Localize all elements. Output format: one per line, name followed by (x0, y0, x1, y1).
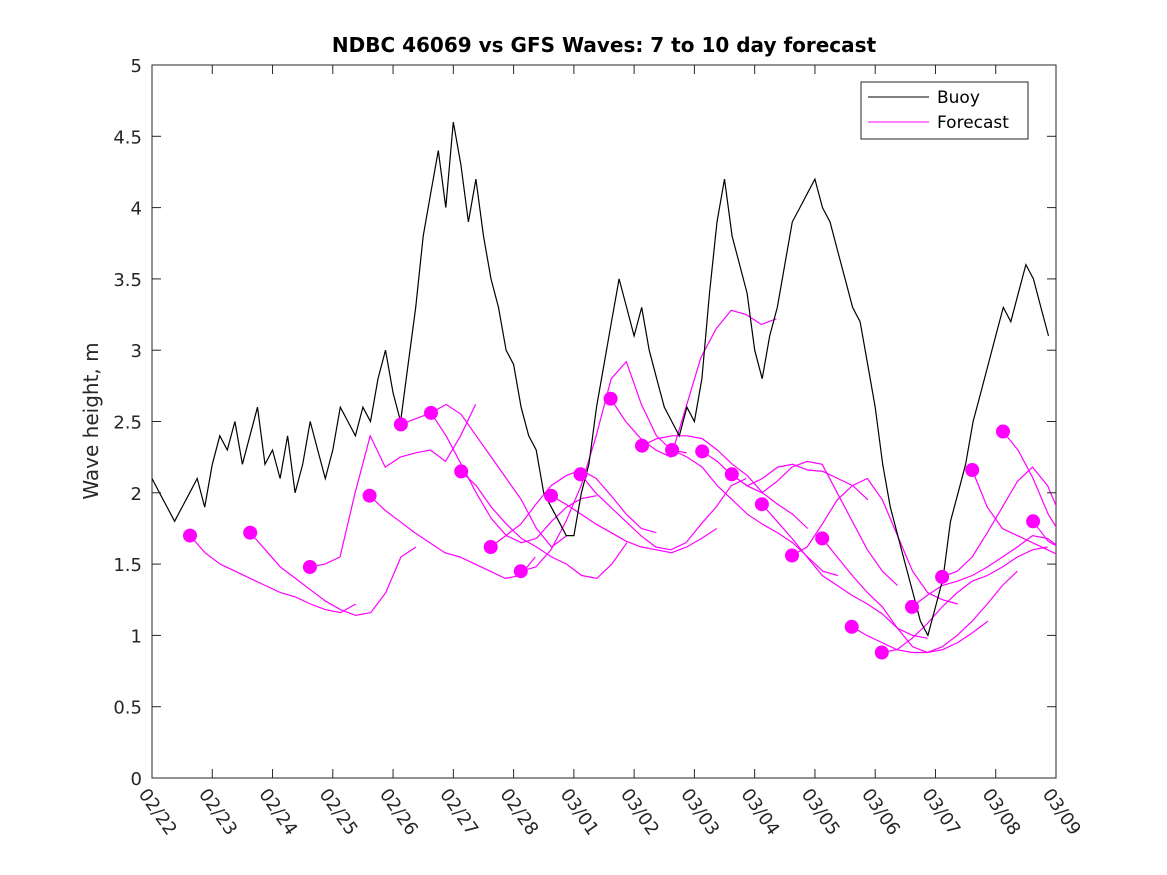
forecast-marker-14 (665, 443, 680, 457)
forecast-marker-16 (724, 467, 739, 482)
forecast-marker-2 (243, 525, 258, 540)
forecast-line-22 (911, 534, 1056, 608)
forecast-line-13 (641, 435, 809, 529)
y-tick-label: 5 (131, 56, 142, 77)
forecast-line-11 (580, 473, 747, 551)
forecast-line-16 (731, 460, 898, 586)
forecast-line-3 (309, 404, 477, 568)
forecast-marker-15 (695, 444, 710, 459)
forecast-marker-6 (424, 405, 438, 420)
y-axis-label: Wave height, m (79, 342, 103, 499)
forecast-line-23 (941, 466, 1056, 578)
forecast-marker-18 (785, 548, 799, 563)
forecast-marker-1 (183, 528, 197, 543)
forecast-marker-25 (996, 424, 1010, 439)
forecast-marker-11 (573, 467, 588, 482)
forecast-marker-9 (513, 564, 528, 579)
forecast-marker-22 (905, 599, 919, 614)
forecast-marker-17 (754, 497, 769, 512)
legend-box (860, 81, 1029, 140)
forecast-marker-12 (603, 391, 618, 406)
buoy-line (152, 121, 1050, 638)
forecast-marker-10 (544, 488, 558, 503)
forecast-marker-21 (874, 645, 889, 660)
forecast-line-8 (490, 469, 657, 548)
forecast-line-25 (1002, 431, 1056, 528)
forecast-line-21 (881, 546, 1048, 654)
legend-label-buoy: Buoy (937, 88, 980, 108)
forecast-line-20 (851, 570, 1018, 654)
plot-area (151, 64, 1057, 779)
y-tick-label: 1 (131, 626, 142, 647)
forecast-line-1 (189, 535, 356, 614)
forecast-marker-23 (935, 569, 950, 584)
forecast-marker-7 (454, 464, 469, 479)
y-tick-label: 1.5 (113, 555, 142, 576)
forecast-line-17 (761, 503, 928, 639)
y-tick-label: 2 (131, 484, 142, 505)
y-tick-label: 0.5 (113, 698, 142, 719)
forecast-line-12 (610, 309, 777, 458)
forecast-line-4 (369, 495, 536, 580)
forecast-marker-24 (965, 463, 980, 477)
y-tick-label: 0 (131, 769, 142, 790)
forecast-marker-20 (844, 619, 859, 634)
forecast-line-14 (671, 449, 838, 577)
forecast-marker-13 (635, 438, 649, 453)
forecast-marker-19 (815, 531, 830, 546)
forecast-line-19 (821, 538, 989, 654)
forecast-marker-3 (302, 560, 317, 574)
chart-title: NDBC 46069 vs GFS Waves: 7 to 10 day for… (332, 33, 877, 57)
forecast-marker-26 (1026, 514, 1041, 529)
forecast-line-7 (460, 470, 628, 580)
forecast-marker-4 (362, 488, 377, 503)
series-layer (152, 121, 1056, 660)
y-tick-label: 3 (131, 341, 142, 362)
legend: Buoy Forecast (860, 81, 1029, 140)
y-axis: 0 0.5 1 1.5 2 2.5 3 3.5 4 4.5 5 (113, 56, 1056, 790)
y-tick-label: 4.5 (113, 127, 142, 148)
forecast-line-10 (550, 495, 718, 554)
legend-label-forecast: Forecast (937, 113, 1009, 133)
y-tick-label: 3.5 (113, 270, 142, 291)
y-tick-label: 4 (131, 199, 142, 220)
forecast-marker-5 (393, 417, 408, 432)
forecast-line-2 (249, 532, 417, 617)
forecast-marker-8 (483, 540, 498, 554)
forecast-line-24 (971, 469, 1056, 555)
y-tick-label: 2.5 (113, 413, 142, 434)
forecast-line-26 (1032, 520, 1056, 547)
